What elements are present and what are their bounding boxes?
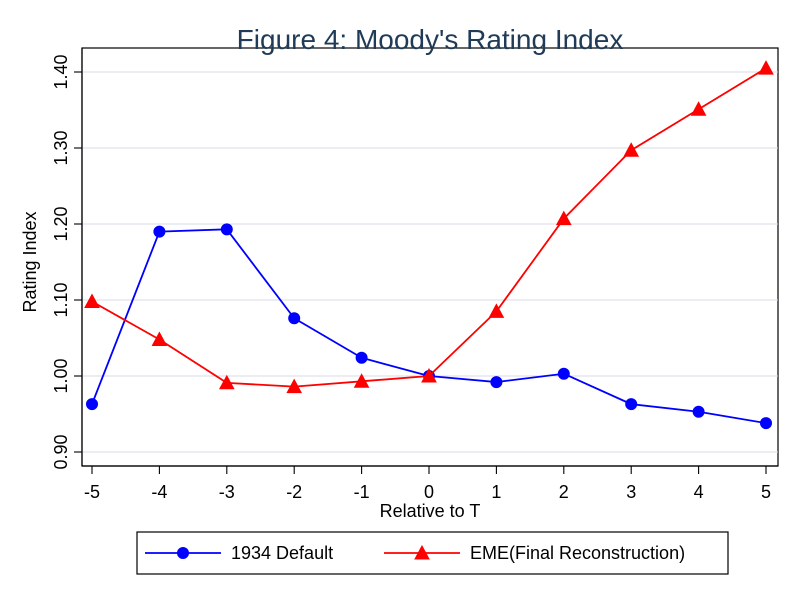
y-tick-label: 1.40 — [51, 54, 71, 89]
x-tick-label: -2 — [286, 482, 302, 502]
x-axis-label: Relative to T — [380, 501, 481, 521]
y-tick-label: 1.00 — [51, 358, 71, 393]
x-tick-label: 5 — [761, 482, 771, 502]
axis-layer — [74, 48, 778, 474]
triangle-data-point — [286, 378, 303, 394]
circle-data-point — [355, 351, 368, 364]
legend-item: EME(Final Reconstruction) — [384, 543, 685, 563]
series-2 — [84, 60, 774, 394]
x-tick-label: -3 — [219, 482, 235, 502]
y-axis-label: Rating Index — [20, 211, 40, 312]
x-tick-label: 1 — [491, 482, 501, 502]
triangle-data-point — [623, 142, 640, 157]
circle-data-point — [288, 312, 301, 325]
y-tick-label: 0.90 — [51, 434, 71, 469]
x-tick-label: 4 — [694, 482, 704, 502]
triangle-data-point — [488, 303, 505, 318]
triangle-data-point — [690, 101, 707, 116]
circle-data-point — [760, 417, 772, 430]
x-tick-label: 0 — [424, 482, 434, 502]
circle-data-point — [220, 223, 233, 236]
circle-data-point — [625, 398, 638, 411]
x-tick-label: -4 — [151, 482, 167, 502]
triangle-data-point — [555, 210, 572, 226]
triangle-data-point — [218, 374, 235, 390]
x-tick-label: 2 — [559, 482, 569, 502]
legend-triangle-marker — [414, 544, 430, 560]
circle-data-point — [557, 367, 570, 380]
circle-data-point — [490, 376, 503, 389]
triangle-data-point — [421, 367, 437, 383]
triangle-data-point — [151, 331, 168, 346]
triangle-data-point — [758, 60, 774, 75]
y-tick-label: 1.30 — [51, 130, 71, 165]
x-tick-label: 3 — [626, 482, 636, 502]
plot-frame — [81, 47, 779, 467]
legend-item: 1934 Default — [145, 543, 333, 563]
series-layer — [84, 60, 774, 430]
text-layer: -5 -4 -3 -2 -1 0 1 2 3 4 5 0.90 1.00 1.10 1.20 1.30 1.40… — [20, 24, 771, 521]
triangle-data-point — [84, 293, 100, 308]
legend-layer: 1934 Default EME(Final Reconstruction) — [136, 531, 729, 575]
x-tick-label: -1 — [354, 482, 370, 502]
circle-data-point — [86, 398, 98, 411]
y-tick-label: 1.10 — [51, 282, 71, 317]
triangle-data-point — [353, 373, 370, 388]
legend-label: EME(Final Reconstruction) — [470, 543, 685, 563]
x-tick-label: -5 — [84, 482, 100, 502]
legend-circle-marker — [177, 547, 189, 559]
legend-label: 1934 Default — [231, 543, 333, 563]
circle-data-point — [692, 405, 705, 418]
y-tick-label: 1.20 — [51, 206, 71, 241]
circle-data-point — [153, 225, 166, 238]
chart-title: Figure 4: Moody's Rating Index — [237, 24, 624, 55]
